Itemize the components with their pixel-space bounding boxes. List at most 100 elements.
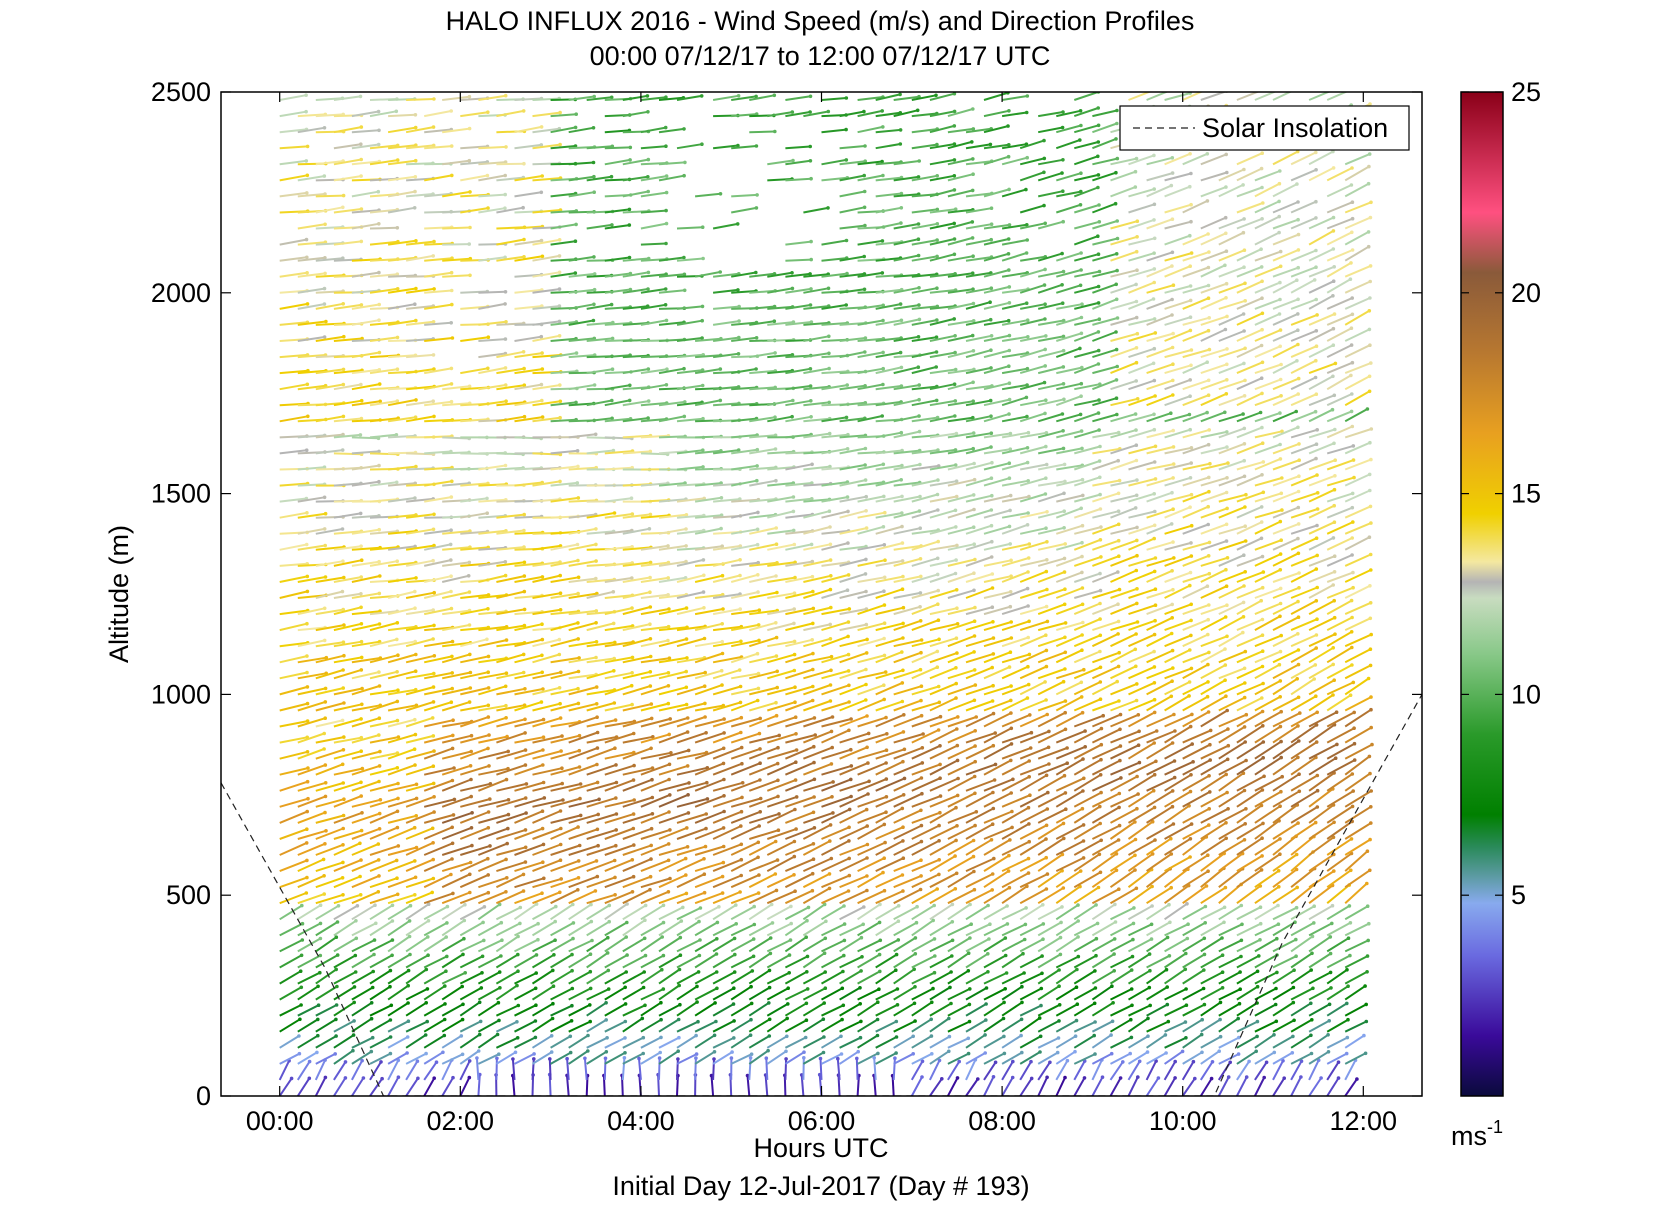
wind-vector-head bbox=[953, 399, 958, 403]
wind-vector-head bbox=[881, 382, 885, 387]
wind-vector bbox=[803, 730, 832, 744]
wind-vector-head bbox=[665, 367, 669, 372]
wind-vector bbox=[568, 903, 592, 921]
wind-vector-head bbox=[524, 782, 529, 786]
wind-vector bbox=[839, 545, 867, 551]
wind-vector-head bbox=[990, 699, 995, 703]
wind-vector bbox=[875, 857, 904, 873]
wind-vector-head bbox=[586, 1049, 590, 1053]
wind-vector bbox=[568, 781, 598, 792]
wind-vector bbox=[566, 1075, 570, 1096]
wind-vector bbox=[1020, 463, 1047, 471]
wind-vector-head bbox=[358, 874, 362, 879]
wind-vector-head bbox=[414, 143, 418, 147]
wind-vector-head bbox=[305, 621, 309, 626]
wind-vector-head bbox=[503, 160, 508, 164]
wind-vector-head bbox=[549, 1050, 554, 1054]
wind-vector bbox=[873, 1075, 877, 1096]
wind-vector bbox=[387, 607, 416, 616]
wind-vector bbox=[893, 824, 922, 840]
wind-vector bbox=[875, 495, 903, 503]
wind-vector-head bbox=[304, 93, 308, 97]
wind-vector-head bbox=[699, 94, 704, 98]
wind-vector bbox=[748, 1035, 770, 1049]
wind-vector-head bbox=[973, 744, 977, 748]
wind-vector-head bbox=[847, 856, 851, 861]
wind-vector bbox=[875, 288, 902, 294]
wind-vector-head bbox=[304, 237, 309, 242]
wind-vector bbox=[785, 111, 811, 118]
wind-vector-head bbox=[884, 777, 889, 781]
wind-vector-head bbox=[394, 858, 399, 863]
wind-vector bbox=[514, 383, 542, 391]
wind-vector-head bbox=[468, 890, 472, 895]
wind-vector-head bbox=[1026, 335, 1030, 339]
wind-vector-head bbox=[984, 1002, 988, 1006]
wind-vector bbox=[388, 530, 417, 535]
wind-vector bbox=[730, 652, 758, 664]
wind-vector-head bbox=[718, 367, 723, 371]
wind-vector bbox=[478, 94, 506, 101]
wind-vector bbox=[676, 656, 705, 664]
wind-vector bbox=[550, 576, 579, 583]
wind-vector-head bbox=[1025, 238, 1029, 242]
wind-vector bbox=[731, 434, 758, 439]
wind-vector-head bbox=[412, 825, 417, 830]
wind-vector bbox=[712, 953, 736, 969]
wind-vector-head bbox=[522, 161, 526, 166]
wind-vector bbox=[784, 1058, 788, 1080]
wind-vector bbox=[965, 1003, 987, 1017]
wind-vector bbox=[784, 1019, 807, 1033]
wind-vector-head bbox=[609, 95, 614, 100]
wind-vector bbox=[622, 257, 649, 262]
wind-vector bbox=[694, 987, 718, 1001]
wind-vector bbox=[460, 638, 488, 648]
wind-vector bbox=[531, 985, 555, 1001]
wind-vector bbox=[441, 811, 473, 824]
wind-vector bbox=[405, 1020, 428, 1033]
wind-vector bbox=[875, 240, 902, 246]
wind-vector bbox=[1019, 605, 1047, 616]
wind-vector bbox=[315, 1053, 336, 1065]
wind-vector-head bbox=[467, 158, 472, 163]
wind-vector bbox=[604, 624, 633, 632]
wind-vector bbox=[694, 875, 723, 889]
wind-vector-head bbox=[341, 414, 346, 419]
wind-vector bbox=[929, 253, 955, 262]
wind-vector bbox=[875, 93, 901, 101]
wind-vector bbox=[658, 749, 689, 760]
wind-vector bbox=[405, 638, 434, 648]
wind-vector bbox=[279, 876, 308, 889]
wind-vector bbox=[911, 385, 937, 391]
wind-vector bbox=[622, 386, 649, 391]
wind-vector-head bbox=[702, 872, 707, 876]
wind-vector bbox=[911, 811, 941, 824]
wind-vector-head bbox=[987, 937, 991, 941]
wind-vector bbox=[1001, 415, 1028, 423]
wind-vector bbox=[767, 640, 795, 648]
wind-vector bbox=[1019, 649, 1047, 664]
wind-vector-head bbox=[499, 920, 504, 925]
wind-vector-head bbox=[899, 318, 904, 323]
wind-vector-head bbox=[845, 447, 850, 451]
wind-vector-head bbox=[305, 302, 310, 306]
wind-vector-head bbox=[826, 109, 831, 114]
wind-vector bbox=[459, 811, 489, 824]
wind-vector-head bbox=[754, 144, 759, 148]
wind-vector bbox=[333, 717, 362, 728]
wind-vector bbox=[424, 289, 452, 294]
wind-vector bbox=[1019, 808, 1048, 824]
wind-vector-head bbox=[947, 1049, 951, 1054]
wind-vector-head bbox=[935, 492, 940, 497]
wind-vector bbox=[1001, 697, 1028, 712]
wind-vector bbox=[369, 969, 391, 985]
wind-vector bbox=[279, 954, 303, 969]
wind-vector-head bbox=[570, 1003, 574, 1008]
wind-vector bbox=[568, 716, 598, 728]
wind-vector bbox=[965, 238, 992, 246]
wind-vector bbox=[803, 746, 833, 760]
wind-vector bbox=[712, 858, 742, 873]
wind-vector bbox=[568, 1020, 591, 1033]
wind-vector bbox=[568, 987, 592, 1001]
wind-vector bbox=[460, 174, 488, 182]
